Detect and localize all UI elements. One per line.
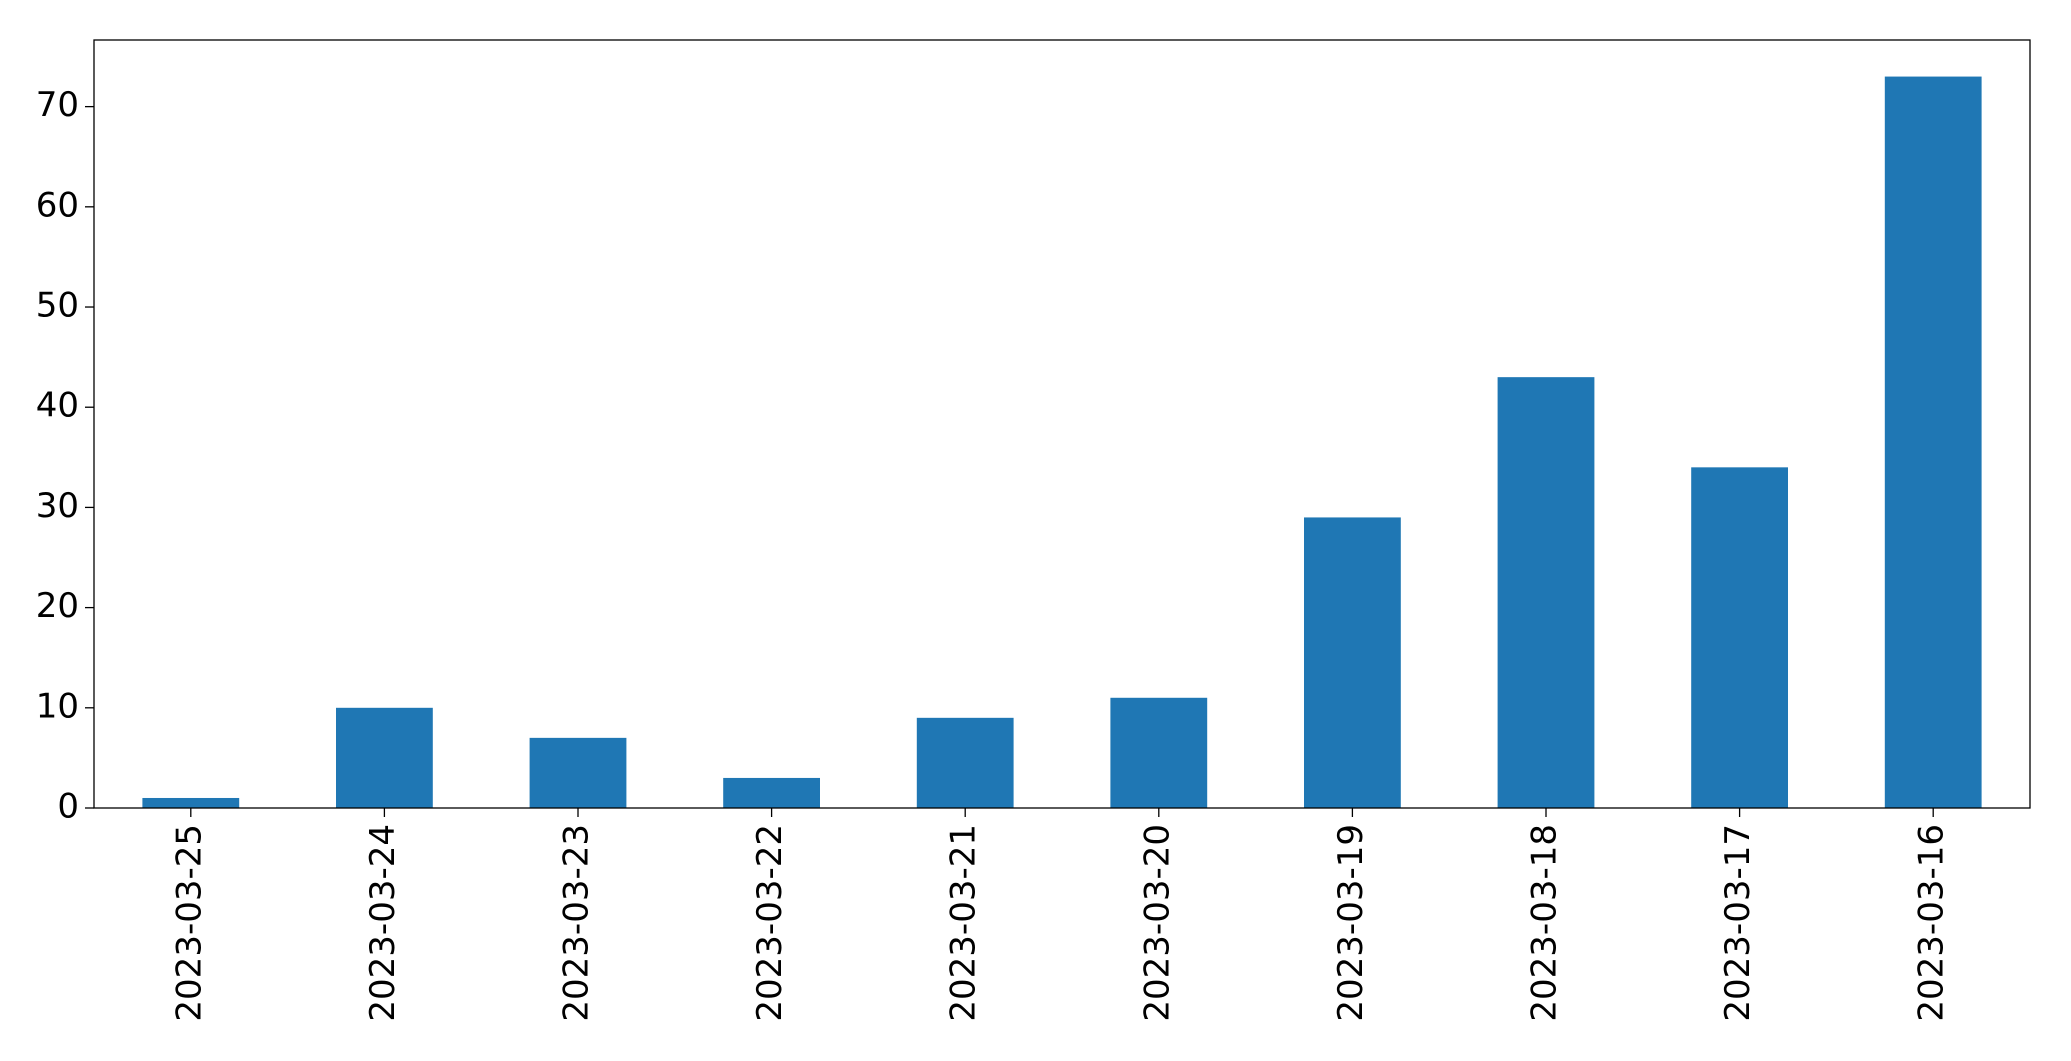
y-tick-label: 10 xyxy=(36,686,79,726)
y-tick-label: 30 xyxy=(36,486,79,526)
bar xyxy=(1884,76,1982,809)
x-tick-label: 2023-03-22 xyxy=(750,824,790,1022)
y-tick-label: 0 xyxy=(57,787,79,827)
y-tick-label: 60 xyxy=(36,185,79,225)
x-tick-label: 2023-03-23 xyxy=(557,824,597,1022)
bar xyxy=(723,777,820,808)
bar xyxy=(916,717,1014,808)
y-tick-label: 70 xyxy=(36,85,79,125)
y-tick-label: 20 xyxy=(36,586,79,626)
bar xyxy=(1110,697,1208,808)
x-tick-label: 2023-03-20 xyxy=(1137,824,1177,1022)
x-tick-label: 2023-03-21 xyxy=(944,824,984,1022)
x-tick-label: 2023-03-24 xyxy=(363,824,403,1022)
y-tick-label: 40 xyxy=(36,386,79,426)
x-tick-label: 2023-03-25 xyxy=(169,824,209,1022)
bar xyxy=(1497,377,1595,808)
bar xyxy=(1691,467,1788,808)
bar xyxy=(1304,517,1401,808)
bar xyxy=(142,797,240,808)
plot-frame xyxy=(93,39,2031,809)
x-tick-label: 2023-03-19 xyxy=(1331,824,1371,1022)
x-tick-label: 2023-03-16 xyxy=(1912,824,1952,1022)
x-tick-label: 2023-03-18 xyxy=(1525,824,1565,1022)
y-tick-label: 50 xyxy=(36,286,79,326)
bar xyxy=(529,737,627,808)
x-tick-label: 2023-03-17 xyxy=(1718,824,1758,1022)
bar xyxy=(336,707,433,808)
